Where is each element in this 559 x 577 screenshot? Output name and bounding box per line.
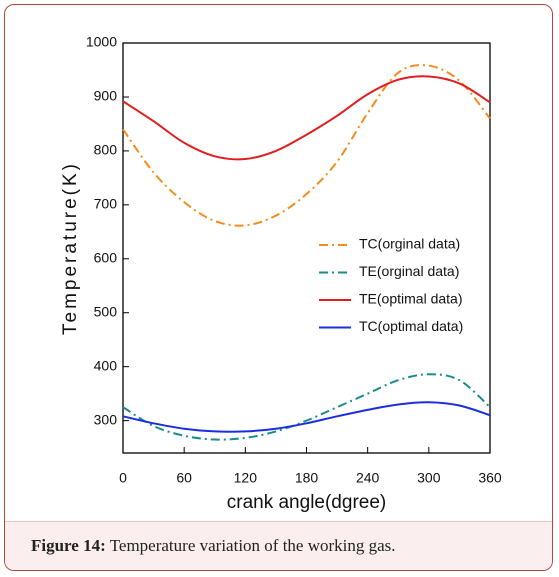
figure-card: 300 400 500 600 700 800 900 1000 0 60 120 180 240 300…: [4, 4, 553, 571]
chart: 300 400 500 600 700 800 900 1000 0 60 120 180 240 300…: [60, 34, 502, 513]
caption-label: Figure 14:: [31, 536, 106, 555]
legend-label: TC(optimal data): [359, 318, 463, 334]
x-tick-label: 120: [234, 470, 258, 486]
y-axis-label: Temperature(K): [60, 161, 81, 335]
series-line: [122, 401, 491, 433]
x-tick-label: 0: [119, 470, 127, 486]
series-line: [122, 373, 491, 441]
y-tick-label: 300: [94, 411, 118, 427]
series-line: [122, 75, 491, 161]
series-line: [122, 64, 491, 227]
x-tick-label: 300: [417, 470, 441, 486]
y-tick-label: 600: [94, 249, 118, 265]
y-tick-label: 500: [94, 303, 118, 319]
y-tick-label: 700: [94, 196, 118, 212]
y-tick-label: 400: [94, 357, 118, 373]
x-tick-label: 360: [478, 470, 502, 486]
y-tick-label: 800: [94, 142, 118, 158]
legend-label: TE(optimal data): [359, 291, 462, 307]
y-tick-label: 1000: [86, 34, 117, 50]
x-tick-label: 60: [176, 470, 192, 486]
x-axis-label: crank angle(dgree): [227, 492, 386, 513]
y-tick-label: 900: [94, 88, 118, 104]
x-tick-label: 240: [356, 470, 380, 486]
legend-label: TE(orginal data): [359, 263, 459, 279]
x-tick-label: 180: [295, 470, 319, 486]
legend-label: TC(orginal data): [359, 236, 460, 252]
caption-text: Temperature variation of the working gas…: [109, 536, 396, 555]
caption: Figure 14: Temperature variation of the …: [5, 521, 552, 570]
